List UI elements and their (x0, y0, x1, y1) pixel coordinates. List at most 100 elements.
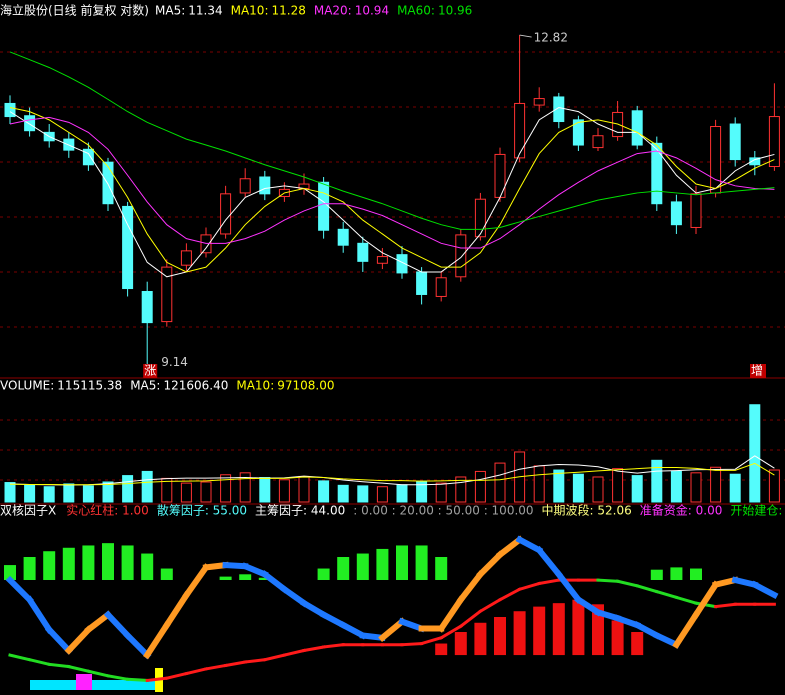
volume-bar (729, 473, 741, 503)
green-bar (690, 568, 702, 580)
candle-body (416, 271, 428, 295)
wave-segment (476, 550, 505, 579)
main-line-segment (674, 595, 698, 606)
candle-body (690, 193, 702, 228)
candle-body (4, 102, 16, 118)
main-line-segment (86, 669, 110, 678)
volume-bar (553, 469, 565, 503)
main-line-segment (497, 587, 522, 602)
wave-segment (456, 570, 485, 604)
red-bar (611, 620, 624, 656)
candle-body (533, 98, 545, 106)
low-label: 9.14 (161, 355, 188, 369)
wave-segment (25, 595, 54, 634)
main-line-segment (106, 674, 130, 682)
wave-segment (241, 562, 269, 579)
legend-text: 主筹因子: 44.00 (255, 504, 345, 518)
wave-segment (84, 610, 113, 634)
main-line-segment (517, 581, 542, 592)
candle-body (259, 176, 271, 195)
main-line-segment (635, 583, 659, 594)
green-bar (62, 547, 75, 580)
red-bar (513, 611, 526, 656)
volume-bar (710, 466, 722, 503)
wave-segment (44, 625, 74, 655)
wave-segment (319, 610, 348, 630)
volume-bar (63, 483, 75, 503)
volume-bar (396, 484, 408, 503)
candle-body (553, 96, 565, 123)
wave-segment (711, 576, 739, 589)
annotation-line (519, 34, 532, 38)
candle-body (768, 116, 780, 168)
volume-bar (435, 482, 447, 503)
volume-bar (43, 486, 55, 503)
volume-bar (102, 481, 114, 503)
green-bar (435, 557, 448, 580)
volume-bar (768, 469, 780, 503)
green-bar (219, 576, 232, 580)
volume-bar (82, 485, 94, 503)
wave-segment (633, 621, 661, 640)
legend-text: : 0.00 : 20.00 : 50.00 : 100.00 (353, 504, 533, 518)
main-line-segment (302, 645, 326, 653)
wave-segment (437, 595, 465, 633)
wave-segment (672, 610, 701, 649)
green-bar (102, 543, 114, 580)
red-bar (572, 599, 585, 656)
wave-segment (260, 570, 289, 594)
main-line-segment (537, 578, 561, 586)
wave-segment (574, 595, 603, 617)
candle-body (82, 148, 94, 166)
annotation: 增 (751, 364, 763, 378)
ma-line (9, 107, 775, 273)
ma-line (9, 106, 775, 278)
red-bar (435, 643, 448, 656)
green-bar (670, 567, 683, 580)
green-bar (43, 551, 56, 580)
wave-segment (652, 631, 681, 649)
wave-segment (182, 563, 211, 600)
green-bar (160, 568, 173, 580)
wave-segment (534, 545, 564, 579)
legend-text: 10.94 (355, 4, 389, 18)
main-line-segment (262, 653, 287, 662)
green-bar (376, 548, 389, 580)
legend-text: VOLUME: (0, 379, 54, 393)
green-bar (141, 553, 154, 580)
candle-body (102, 161, 114, 205)
wave-segment (143, 620, 171, 660)
candle-body (651, 142, 663, 205)
main-line-segment (47, 662, 71, 669)
main-line-segment (66, 664, 91, 674)
signal-block (76, 674, 92, 690)
wave-segment (613, 614, 642, 629)
volume-bar (4, 482, 16, 503)
candle-body (435, 277, 447, 297)
green-bar (415, 545, 428, 580)
red-bar (533, 606, 546, 656)
volume-bar (180, 482, 192, 503)
legend-text: MA5: (155, 4, 185, 18)
candle-body (376, 256, 388, 264)
green-bar (396, 545, 408, 580)
wave-segment (339, 621, 367, 640)
candle-body (572, 119, 584, 146)
wave-segment (280, 585, 309, 608)
volume-bar (474, 470, 486, 503)
main-line-segment (596, 578, 620, 583)
green-bar (317, 568, 330, 580)
red-bar (631, 632, 644, 656)
legend-text: MA10: (231, 4, 269, 18)
legend-text: MA60: (397, 4, 435, 18)
volume-bar (376, 486, 388, 503)
red-bar (494, 617, 506, 656)
candle-body (122, 205, 134, 290)
candle-body (24, 115, 36, 132)
volume-bar (220, 474, 232, 503)
main-line-segment (458, 609, 483, 629)
legend-text: 11.28 (271, 4, 305, 18)
wave-segment (515, 535, 544, 555)
legend-text: MA20: (314, 4, 352, 18)
legend-text: 中期波段: 52.06 (542, 503, 632, 518)
